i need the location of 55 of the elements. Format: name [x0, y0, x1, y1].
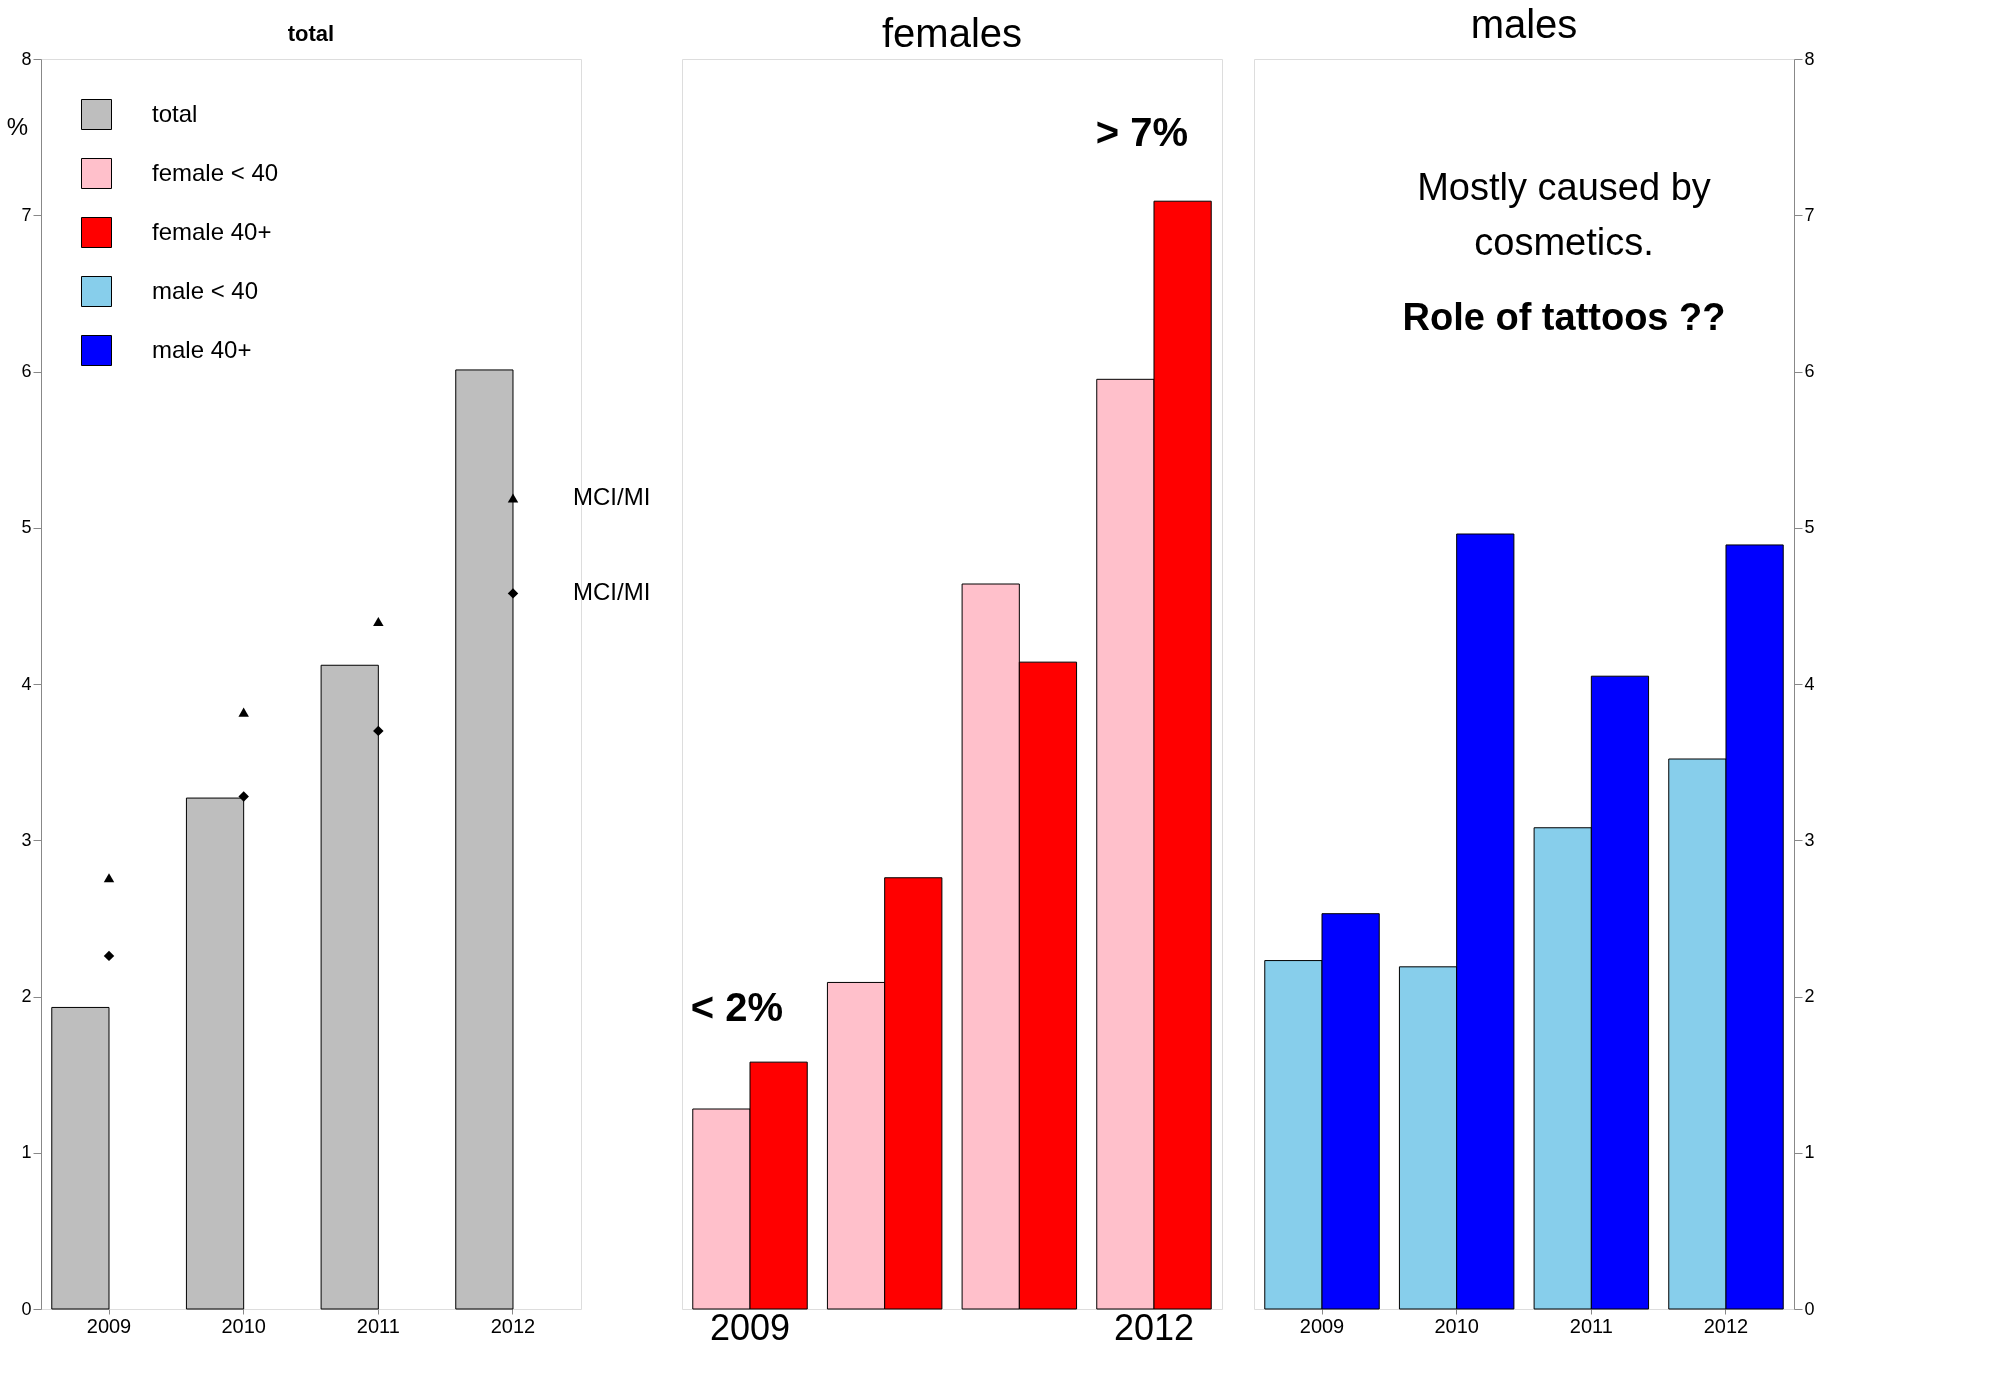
chart-title: males	[1470, 2, 1578, 46]
y-tick-label: 2	[21, 986, 32, 1006]
annotation: Mostly caused by	[1417, 166, 1711, 208]
point	[373, 616, 384, 627]
y-tick-label: 8	[21, 48, 32, 69]
y-tick-label: 1	[21, 1142, 32, 1163]
x-tick-label: 2011	[1569, 1314, 1613, 1337]
x-tick-label: 2012	[1703, 1314, 1749, 1337]
y-tick-label: 2	[1804, 986, 1815, 1006]
point	[507, 493, 519, 503]
y-tick-label: 3	[1804, 829, 1815, 850]
y-tick-label: 6	[1804, 361, 1815, 381]
x-tick-label: 2012	[1113, 1306, 1195, 1348]
legend-label: female 40+	[152, 217, 272, 245]
text: MCI/MI	[572, 578, 651, 606]
x-tick-label: 2011	[356, 1314, 400, 1337]
legend-label: total	[152, 99, 198, 127]
y-tick-label: 1	[1804, 1142, 1815, 1163]
point	[238, 707, 249, 717]
y-tick-label: 7	[21, 204, 32, 225]
chart-title: females	[881, 11, 1023, 55]
legend-label: female < 40	[152, 158, 279, 186]
point	[103, 950, 115, 962]
y-axis-title: %	[6, 112, 29, 140]
legend-label: male 40+	[152, 335, 252, 363]
x-tick-label: 2010	[221, 1314, 266, 1337]
bar	[320, 664, 379, 1310]
text: MCI/MI	[572, 483, 651, 511]
x-tick-label: 2010	[1434, 1314, 1479, 1337]
x-tick-label: 2009	[86, 1314, 132, 1337]
annotation: > 7%	[1095, 110, 1189, 154]
y-tick-label: 6	[21, 361, 32, 381]
point	[507, 588, 519, 599]
annotation: cosmetics.	[1474, 221, 1654, 263]
annotation: Role of tattoos ??	[1402, 296, 1726, 338]
point	[373, 725, 384, 737]
y-tick-label: 0	[21, 1298, 32, 1319]
x-tick-label: 2012	[490, 1314, 536, 1337]
point	[238, 791, 249, 802]
y-tick-label: 7	[1804, 204, 1815, 225]
y-tick-label: 8	[1804, 48, 1815, 69]
y-tick-label: 0	[1804, 1298, 1815, 1319]
x-tick-label: 2009	[1299, 1314, 1345, 1337]
annotation: < 2%	[690, 985, 784, 1029]
y-tick-label: 5	[1804, 517, 1815, 538]
y-tick-label: 3	[21, 829, 32, 850]
y-tick-label: 4	[1804, 673, 1815, 694]
y-tick-label: 4	[21, 673, 32, 694]
legend-label: male < 40	[152, 276, 259, 304]
chart-title: total	[287, 21, 335, 46]
point	[103, 873, 115, 883]
bar	[51, 1006, 110, 1310]
y-tick-label: 5	[21, 517, 32, 538]
bar	[455, 369, 514, 1310]
x-tick-label: 2009	[709, 1306, 791, 1348]
